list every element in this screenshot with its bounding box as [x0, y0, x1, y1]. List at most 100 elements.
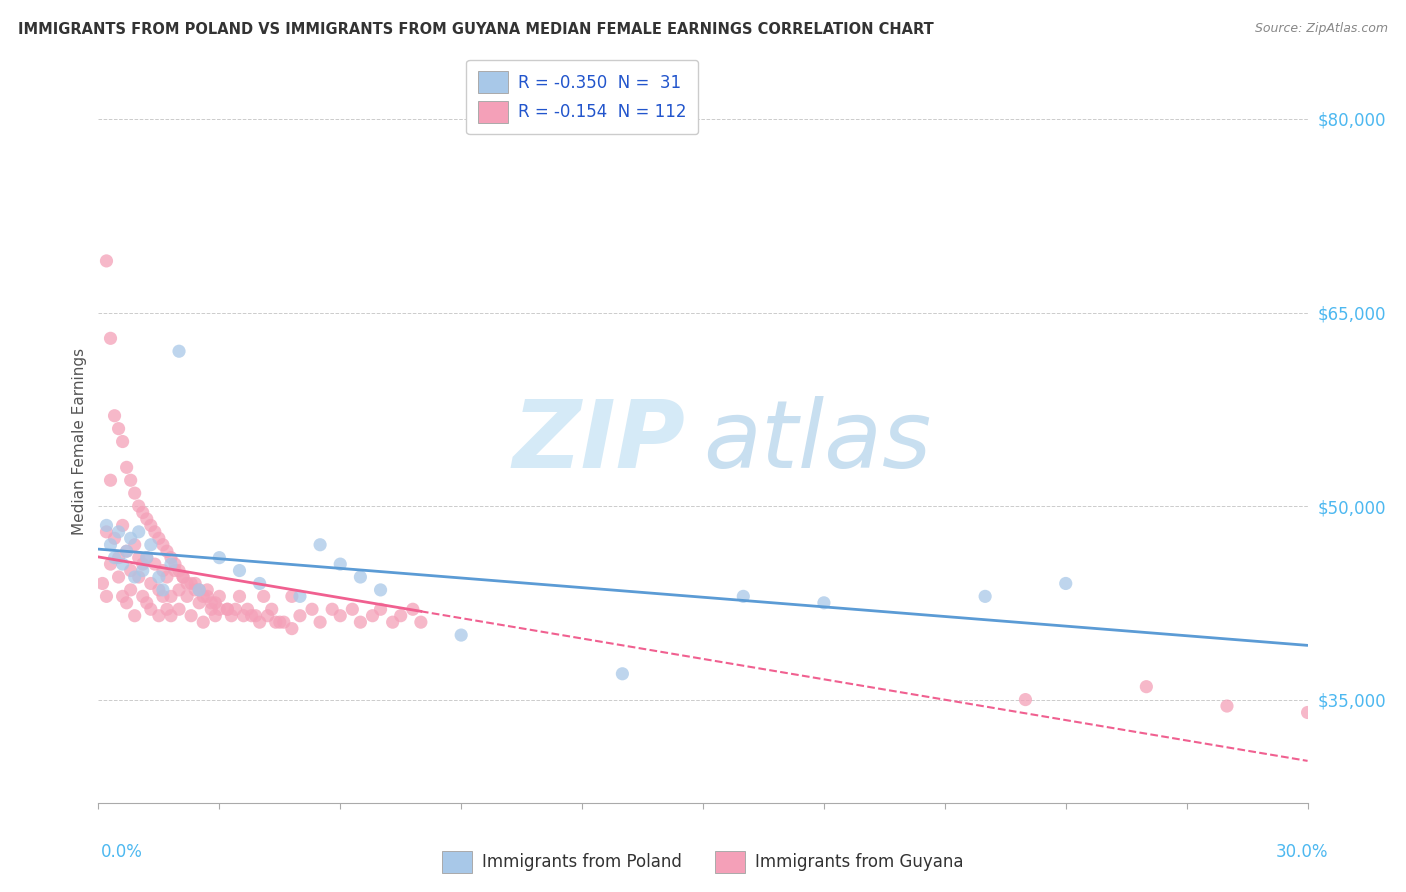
Point — [167, 602, 190, 616]
Point — [143, 557, 166, 571]
Point — [309, 538, 332, 552]
Point — [204, 608, 226, 623]
Point — [160, 557, 183, 571]
Text: ZIP: ZIP — [512, 395, 685, 488]
Point — [120, 582, 142, 597]
Point — [228, 564, 250, 578]
Point — [240, 608, 263, 623]
Point — [249, 576, 271, 591]
Point — [148, 531, 170, 545]
Point — [269, 615, 291, 630]
Point — [124, 538, 146, 552]
Point — [156, 570, 179, 584]
Point — [176, 590, 198, 604]
Point — [188, 582, 211, 597]
Point — [96, 590, 118, 604]
Point — [402, 602, 425, 616]
Point — [111, 557, 134, 571]
Point — [1014, 692, 1036, 706]
Point — [96, 518, 118, 533]
Point — [120, 473, 142, 487]
Point — [1135, 680, 1157, 694]
Point — [813, 596, 835, 610]
Point — [974, 590, 997, 604]
Point — [309, 615, 332, 630]
Point — [100, 331, 122, 345]
Point — [139, 602, 162, 616]
Point — [180, 576, 202, 591]
Point — [135, 550, 157, 565]
Point — [256, 608, 278, 623]
Point — [167, 582, 190, 597]
Point — [152, 590, 174, 604]
Point — [132, 590, 155, 604]
Text: Source: ZipAtlas.com: Source: ZipAtlas.com — [1254, 22, 1388, 36]
Point — [184, 576, 207, 591]
Point — [128, 499, 150, 513]
Point — [188, 582, 211, 597]
Point — [100, 538, 122, 552]
Point — [301, 602, 323, 616]
Point — [217, 602, 239, 616]
Point — [139, 518, 162, 533]
Point — [128, 550, 150, 565]
Point — [148, 608, 170, 623]
Point — [612, 666, 634, 681]
Point — [228, 590, 250, 604]
Point — [160, 608, 183, 623]
Point — [249, 615, 271, 630]
Point — [281, 590, 304, 604]
Point — [204, 596, 226, 610]
Point — [450, 628, 472, 642]
Point — [195, 582, 218, 597]
Point — [103, 550, 125, 565]
Point — [111, 590, 134, 604]
Point — [264, 615, 287, 630]
Point — [124, 570, 146, 584]
Point — [115, 460, 138, 475]
Point — [103, 531, 125, 545]
Point — [100, 473, 122, 487]
Point — [111, 518, 134, 533]
Point — [1296, 706, 1319, 720]
Point — [124, 486, 146, 500]
Point — [148, 582, 170, 597]
Point — [120, 531, 142, 545]
Point — [1216, 699, 1239, 714]
Point — [91, 576, 114, 591]
Point — [107, 422, 129, 436]
Point — [124, 608, 146, 623]
Point — [152, 582, 174, 597]
Text: 30.0%: 30.0% — [1277, 843, 1329, 861]
Point — [221, 608, 243, 623]
Point — [128, 524, 150, 539]
Point — [135, 550, 157, 565]
Point — [163, 557, 186, 571]
Point — [281, 622, 304, 636]
Text: 0.0%: 0.0% — [101, 843, 143, 861]
Point — [135, 596, 157, 610]
Point — [260, 602, 283, 616]
Point — [172, 570, 194, 584]
Point — [361, 608, 384, 623]
Point — [389, 608, 412, 623]
Point — [329, 557, 352, 571]
Point — [236, 602, 259, 616]
Point — [200, 596, 222, 610]
Point — [103, 409, 125, 423]
Point — [208, 550, 231, 565]
Point — [132, 557, 155, 571]
Point — [193, 615, 215, 630]
Point — [188, 596, 211, 610]
Point — [167, 344, 190, 359]
Point — [342, 602, 364, 616]
Point — [200, 602, 222, 616]
Text: atlas: atlas — [703, 396, 931, 487]
Point — [107, 550, 129, 565]
Point — [253, 590, 276, 604]
Point — [115, 544, 138, 558]
Text: IMMIGRANTS FROM POLAND VS IMMIGRANTS FROM GUYANA MEDIAN FEMALE EARNINGS CORRELAT: IMMIGRANTS FROM POLAND VS IMMIGRANTS FRO… — [18, 22, 934, 37]
Point — [288, 608, 311, 623]
Point — [370, 602, 392, 616]
Point — [143, 524, 166, 539]
